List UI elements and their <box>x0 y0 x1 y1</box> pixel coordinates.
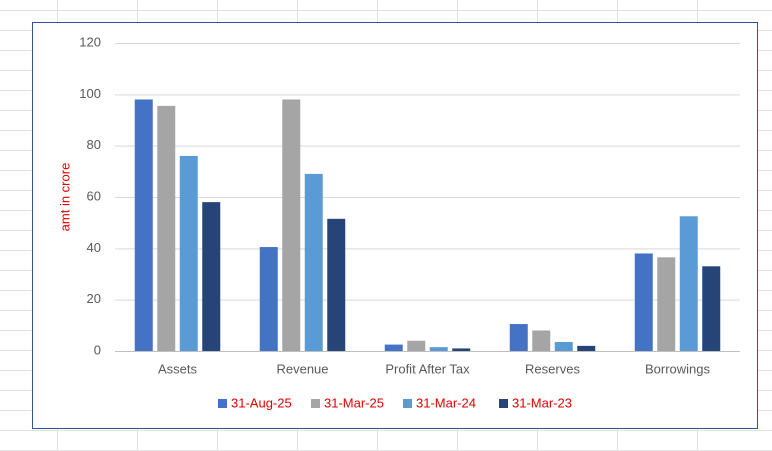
bar <box>407 340 426 351</box>
bar <box>509 324 528 351</box>
y-axis-label: amt in crore <box>57 163 72 232</box>
legend-label: 31-Mar-24 <box>416 395 476 410</box>
x-tick-label: Revenue <box>276 361 328 376</box>
bar <box>429 347 448 351</box>
legend-label: 31-Mar-25 <box>324 395 384 410</box>
legend-label: 31-Mar-23 <box>512 395 572 410</box>
bar <box>282 99 301 351</box>
chart-area <box>32 22 758 429</box>
y-tick-label: 100 <box>79 86 101 101</box>
bar <box>577 345 596 351</box>
bar <box>679 216 698 351</box>
x-tick-label: Reserves <box>525 361 580 376</box>
x-tick-label: Profit After Tax <box>385 361 470 376</box>
y-tick-label: 120 <box>79 34 101 49</box>
bar <box>452 348 471 351</box>
legend-label: 31-Aug-25 <box>231 395 292 410</box>
bar <box>554 342 573 351</box>
bar <box>157 105 176 351</box>
bar <box>634 253 653 351</box>
y-tick-label: 20 <box>87 291 101 306</box>
legend-swatch <box>403 399 412 408</box>
bar <box>179 155 198 351</box>
x-tick-label: Borrowings <box>645 361 711 376</box>
y-tick-label: 60 <box>87 188 101 203</box>
y-tick-label: 0 <box>94 342 101 357</box>
bar <box>259 247 278 351</box>
y-tick-label: 40 <box>87 240 101 255</box>
bar <box>384 344 403 351</box>
bar <box>304 173 323 351</box>
bar <box>702 266 721 351</box>
legend-swatch <box>311 399 320 408</box>
x-tick-label: Assets <box>158 361 198 376</box>
bar <box>134 99 153 351</box>
bar <box>202 202 221 351</box>
bar <box>327 218 346 351</box>
bar <box>532 330 551 351</box>
legend-swatch <box>218 399 227 408</box>
bar <box>657 257 676 351</box>
legend-swatch <box>499 399 508 408</box>
y-tick-label: 80 <box>87 137 101 152</box>
